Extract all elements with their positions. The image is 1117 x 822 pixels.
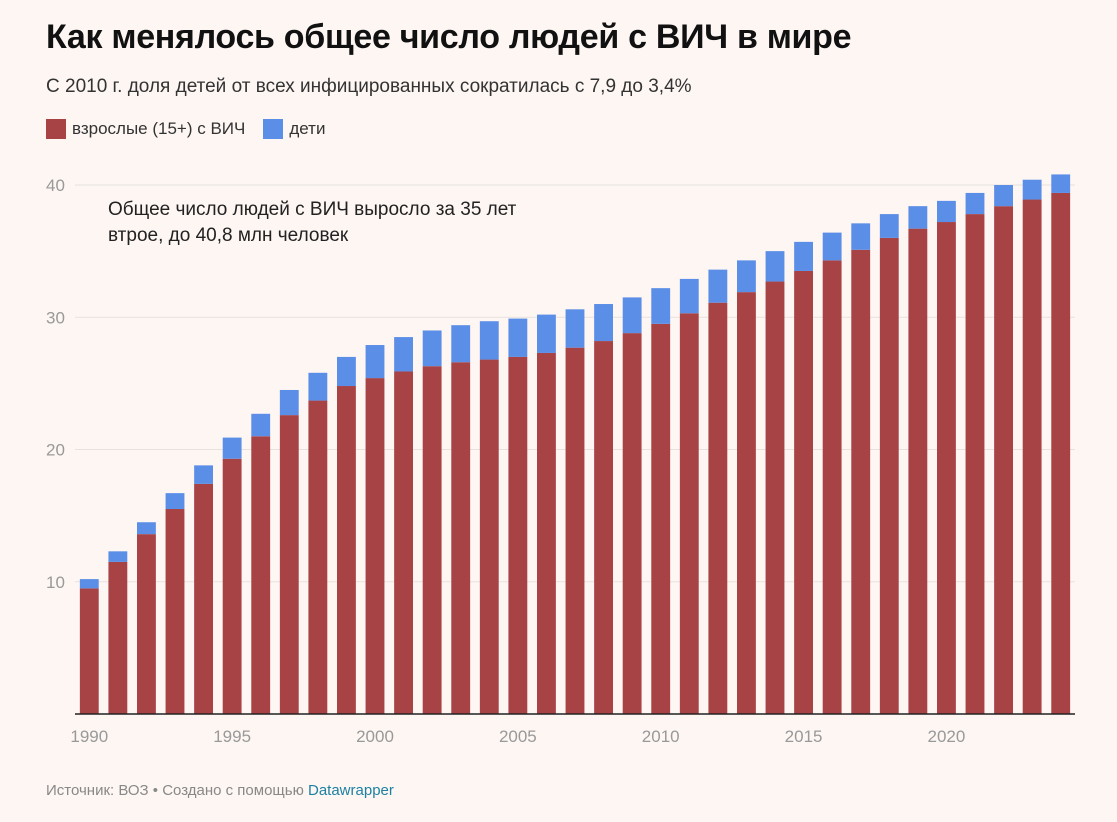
legend-label-children: дети <box>289 119 326 138</box>
bar-children-2008 <box>594 304 613 342</box>
bar-children-2023 <box>1022 179 1042 200</box>
bar-children-2011 <box>679 278 699 314</box>
bar-adults-1993 <box>165 509 185 714</box>
legend-swatch-adults <box>46 119 66 139</box>
bar-children-2019 <box>908 206 928 229</box>
y-tick-label-10: 10 <box>46 573 65 592</box>
bar-children-2017 <box>851 223 871 250</box>
x-tick-label-2010: 2010 <box>642 727 680 746</box>
legend-item-children: дети <box>263 119 325 139</box>
bar-adults-2008 <box>594 341 613 714</box>
bar-children-2005 <box>508 318 528 357</box>
bar-adults-2007 <box>565 347 585 714</box>
y-tick-label-40: 40 <box>46 176 65 195</box>
bar-children-2006 <box>537 314 556 353</box>
annotation-line-2: втрое, до 40,8 млн человек <box>108 225 349 246</box>
bar-children-2002 <box>422 330 442 367</box>
bar-children-2010 <box>651 288 671 324</box>
bar-children-2016 <box>822 232 842 261</box>
bar-children-1998 <box>308 372 328 401</box>
bar-adults-1990 <box>79 588 99 714</box>
bar-children-2015 <box>794 241 813 271</box>
bar-adults-2004 <box>479 359 499 714</box>
bar-adults-2019 <box>908 228 928 714</box>
bar-adults-2014 <box>765 281 785 714</box>
y-tick-label-20: 20 <box>46 441 65 460</box>
bar-adults-1998 <box>308 400 328 714</box>
bar-adults-2015 <box>794 270 813 714</box>
bar-children-1991 <box>108 551 128 562</box>
bar-adults-2009 <box>622 333 642 714</box>
bar-children-1999 <box>337 356 356 387</box>
x-tick-label-2020: 2020 <box>928 727 966 746</box>
bar-adults-1997 <box>279 415 299 714</box>
bar-adults-1995 <box>222 458 242 714</box>
bar-children-2001 <box>394 337 413 372</box>
bar-children-1993 <box>165 493 185 510</box>
bar-children-2003 <box>451 325 471 363</box>
bar-children-2020 <box>937 200 956 223</box>
bar-children-2018 <box>879 214 899 238</box>
legend-item-adults: взрослые (15+) с ВИЧ <box>46 119 245 139</box>
annotation-line-1: Общее число людей с ВИЧ выросло за 35 ле… <box>108 199 517 220</box>
bar-children-1994 <box>194 465 213 484</box>
bar-adults-2016 <box>822 260 842 714</box>
legend-swatch-children <box>263 119 284 139</box>
x-tick-label-2005: 2005 <box>499 727 537 746</box>
bar-adults-2011 <box>679 313 699 714</box>
x-tick-label-2000: 2000 <box>356 727 394 746</box>
footer-source: Источник: ВОЗ • Создано с помощью <box>46 782 308 799</box>
bar-children-2012 <box>708 269 728 303</box>
bar-children-2021 <box>965 192 985 215</box>
bar-adults-1996 <box>251 436 271 714</box>
bar-adults-1991 <box>108 561 128 714</box>
x-tick-label-1990: 1990 <box>70 727 108 746</box>
legend: взрослые (15+) с ВИЧ дети <box>46 119 343 139</box>
bar-adults-2018 <box>879 237 899 714</box>
bar-adults-2012 <box>708 302 728 714</box>
bar-adults-1999 <box>337 386 356 714</box>
bar-children-2007 <box>565 309 585 348</box>
bar-adults-2023 <box>1022 199 1042 715</box>
bar-children-1995 <box>222 437 242 459</box>
bar-adults-2022 <box>994 206 1013 714</box>
bar-children-2024 <box>1051 174 1071 193</box>
bar-adults-1994 <box>194 483 213 714</box>
x-tick-label-1995: 1995 <box>213 727 251 746</box>
bar-adults-2020 <box>937 222 956 714</box>
bar-children-2004 <box>479 321 499 360</box>
bar-adults-2006 <box>537 352 556 714</box>
bar-adults-2017 <box>851 249 871 715</box>
y-tick-label-30: 30 <box>46 308 65 327</box>
bar-children-2014 <box>765 251 785 282</box>
axis-layer: 10 20 30 40 1990 1995 2000 2005 2010 2015 2020 <box>46 176 1075 746</box>
bars-layer <box>79 174 1071 715</box>
bar-adults-2013 <box>737 292 756 714</box>
bar-adults-2003 <box>451 362 471 714</box>
bar-children-1992 <box>137 522 156 535</box>
legend-label-adults: взрослые (15+) с ВИЧ <box>72 119 246 138</box>
bar-adults-2000 <box>365 378 385 714</box>
bar-adults-2021 <box>965 214 985 714</box>
bar-adults-2005 <box>508 356 528 714</box>
bar-children-1996 <box>251 413 271 437</box>
bar-adults-2010 <box>651 323 671 714</box>
x-tick-label-2015: 2015 <box>785 727 823 746</box>
bar-children-2000 <box>365 345 385 379</box>
bar-adults-2024 <box>1051 192 1071 714</box>
bar-children-1997 <box>279 389 299 416</box>
bar-adults-2001 <box>394 371 413 714</box>
bar-adults-1992 <box>137 534 156 714</box>
bar-children-1990 <box>79 579 99 589</box>
chart-subtitle: С 2010 г. доля детей от всех инфицирован… <box>46 76 692 97</box>
bar-adults-2002 <box>422 366 442 714</box>
bar-children-2009 <box>622 297 642 334</box>
chart-title: Как менялось общее число людей с ВИЧ в м… <box>46 18 852 56</box>
footer: Источник: ВОЗ • Создано с помощью Datawr… <box>46 782 394 799</box>
bar-children-2013 <box>737 260 756 293</box>
datawrapper-link[interactable]: Datawrapper <box>308 782 394 799</box>
bar-children-2022 <box>994 185 1013 207</box>
